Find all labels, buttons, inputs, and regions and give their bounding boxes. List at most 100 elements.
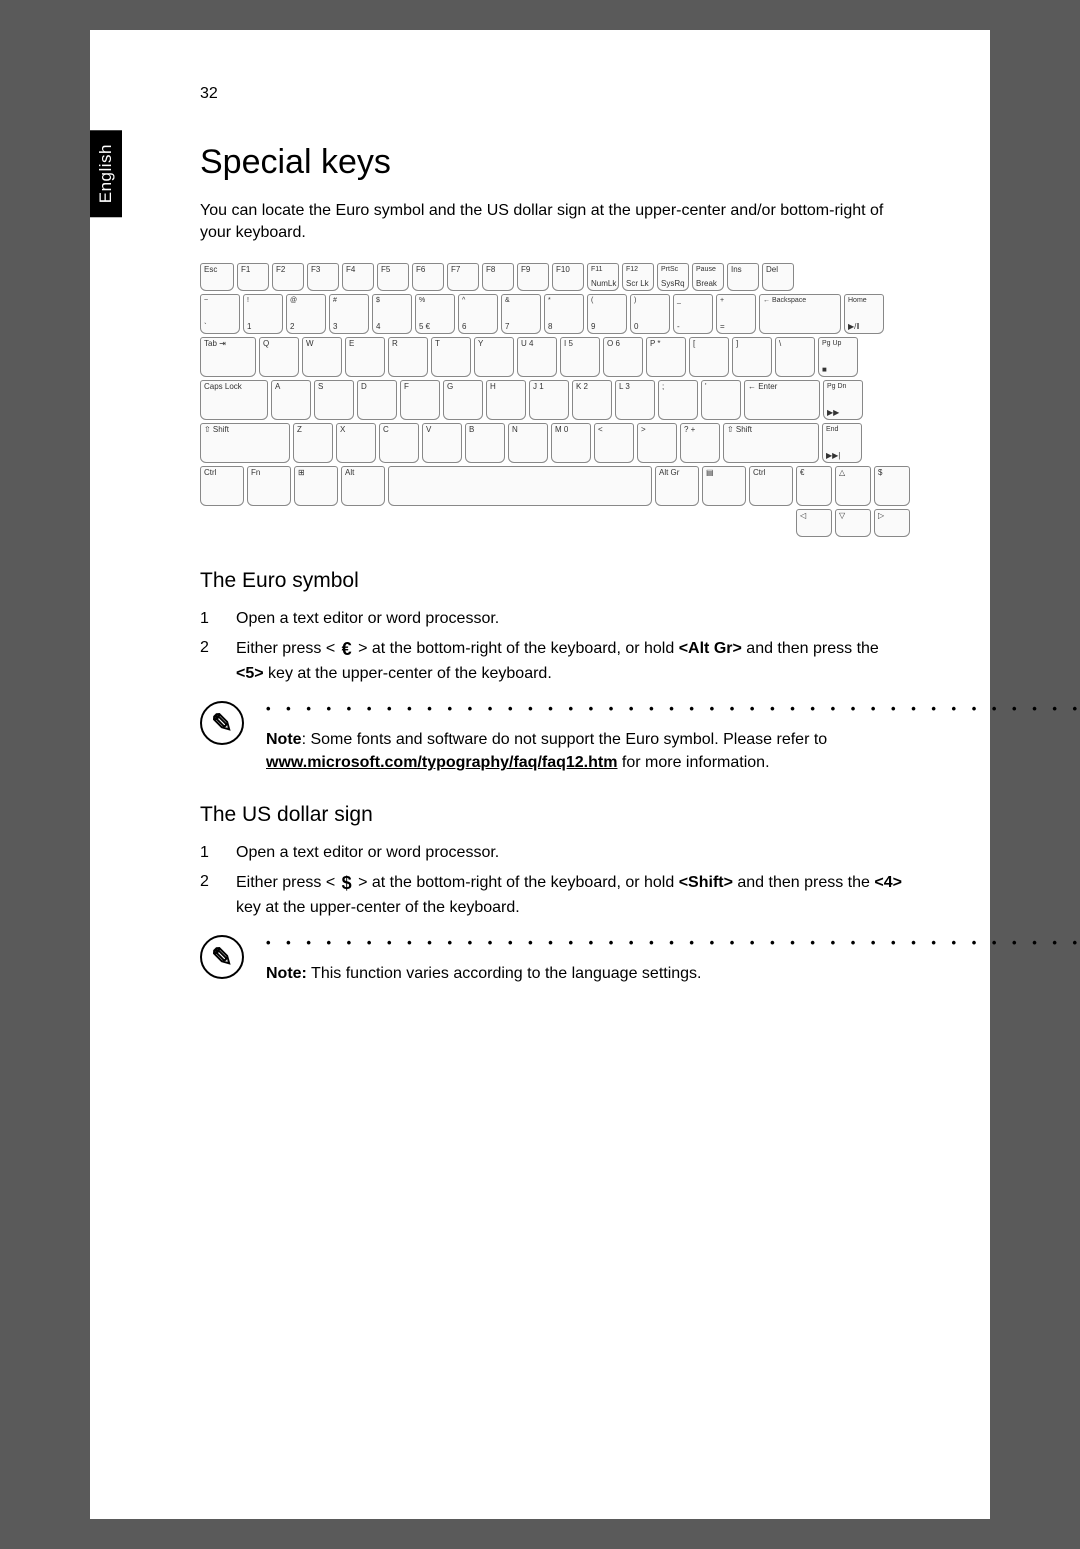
keyboard-key: ◁ [796, 509, 832, 537]
keyboard-key: (9 [587, 294, 627, 334]
keyboard-key: ; [658, 380, 698, 420]
key-ref: <4> [874, 874, 902, 891]
note-label: Note: [266, 965, 307, 982]
keyboard-key: $ [874, 466, 910, 506]
keyboard-key: L 3 [615, 380, 655, 420]
keyboard-key: J 1 [529, 380, 569, 420]
keyboard-key: U 4 [517, 337, 557, 377]
note-body: • • • • • • • • • • • • • • • • • • • • … [266, 701, 1080, 774]
keyboard-key: Esc [200, 263, 234, 291]
keyboard-key: ▤ [702, 466, 746, 506]
keyboard-key: ? + [680, 423, 720, 463]
dollar-steps: Open a text editor or word processor. Ei… [200, 841, 910, 919]
document-page: English 32 Special keys You can locate t… [90, 30, 990, 1519]
keyboard-key: K 2 [572, 380, 612, 420]
keyboard-key: Del [762, 263, 794, 291]
keyboard-key: PrtScSysRq [657, 263, 689, 291]
keyboard-key: \ [775, 337, 815, 377]
microsoft-link[interactable]: www.microsoft.com/typography/faq/faq12.h… [266, 754, 617, 771]
text: Either press < [236, 874, 340, 891]
keyboard-key: !1 [243, 294, 283, 334]
keyboard-key: Alt [341, 466, 385, 506]
keyboard-key: ▷ [874, 509, 910, 537]
keyboard-key: Alt Gr [655, 466, 699, 506]
page-number: 32 [200, 85, 910, 103]
keyboard-key: Pg Dn▶▶ [823, 380, 863, 420]
keyboard-key: ⇧ Shift [723, 423, 819, 463]
text: and then press the [733, 874, 874, 891]
keyboard-key: End▶▶| [822, 423, 862, 463]
keyboard-key: Pg Up■ [818, 337, 858, 377]
keyboard-key: P * [646, 337, 686, 377]
keyboard-key: F4 [342, 263, 374, 291]
keyboard-key: € [796, 466, 832, 506]
keyboard-key: *8 [544, 294, 584, 334]
keyboard-key: F1 [237, 263, 269, 291]
keyboard-key: Caps Lock [200, 380, 268, 420]
page-title: Special keys [200, 143, 910, 182]
keyboard-key: W [302, 337, 342, 377]
keyboard-key: V [422, 423, 462, 463]
keyboard-key: F8 [482, 263, 514, 291]
dots-divider: • • • • • • • • • • • • • • • • • • • • … [266, 701, 1080, 716]
euro-note: ✎ • • • • • • • • • • • • • • • • • • • … [200, 701, 910, 774]
text: key at the upper-center of the keyboard. [236, 899, 520, 916]
keyboard-key: C [379, 423, 419, 463]
keyboard-key: _- [673, 294, 713, 334]
keyboard-key: X [336, 423, 376, 463]
euro-heading: The Euro symbol [200, 569, 910, 593]
keyboard-key: += [716, 294, 756, 334]
keyboard-key: E [345, 337, 385, 377]
dollar-symbol-icon: $ [340, 870, 354, 896]
text: for more information. [617, 754, 769, 771]
keyboard-key: ⊞ [294, 466, 338, 506]
keyboard-key: F11NumLk [587, 263, 619, 291]
key-ref: <Alt Gr> [679, 640, 742, 657]
keyboard-key: Home▶/‖ [844, 294, 884, 334]
keyboard-key: M 0 [551, 423, 591, 463]
dollar-note: ✎ • • • • • • • • • • • • • • • • • • • … [200, 935, 910, 985]
key-ref: <5> [236, 665, 264, 682]
keyboard-key: ← Enter [744, 380, 820, 420]
euro-steps: Open a text editor or word processor. Ei… [200, 607, 910, 685]
keyboard-key: Tab ⇥ [200, 337, 256, 377]
text: > at the bottom-right of the keyboard, o… [354, 640, 679, 657]
keyboard-key: F3 [307, 263, 339, 291]
note-label: Note [266, 731, 302, 748]
note-text: Note: Some fonts and software do not sup… [266, 728, 1080, 774]
keyboard-key [388, 466, 652, 506]
keyboard-key: ← Backspace [759, 294, 841, 334]
keyboard-key: @2 [286, 294, 326, 334]
keyboard-key: F5 [377, 263, 409, 291]
keyboard-key: ▽ [835, 509, 871, 537]
note-icon: ✎ [200, 935, 244, 979]
keyboard-key: ⇧ Shift [200, 423, 290, 463]
keyboard-key: Y [474, 337, 514, 377]
keyboard-key: < [594, 423, 634, 463]
keyboard-key: O 6 [603, 337, 643, 377]
keyboard-key: ' [701, 380, 741, 420]
keyboard-key: F [400, 380, 440, 420]
dollar-heading: The US dollar sign [200, 803, 910, 827]
keyboard-key: B [465, 423, 505, 463]
keyboard-key: △ [835, 466, 871, 506]
text: Either press < [236, 640, 340, 657]
keyboard-key: R [388, 337, 428, 377]
dollar-step-2: Either press < $ > at the bottom-right o… [200, 870, 910, 919]
keyboard-key: F10 [552, 263, 584, 291]
keyboard-key: Ctrl [200, 466, 244, 506]
euro-symbol-icon: € [340, 636, 354, 662]
keyboard-key: Q [259, 337, 299, 377]
keyboard-key: H [486, 380, 526, 420]
keyboard-key: D [357, 380, 397, 420]
key-ref: <Shift> [679, 874, 733, 891]
keyboard-key: ^6 [458, 294, 498, 334]
keyboard-key: PauseBreak [692, 263, 724, 291]
keyboard-key: I 5 [560, 337, 600, 377]
keyboard-key: F2 [272, 263, 304, 291]
note-body: • • • • • • • • • • • • • • • • • • • • … [266, 935, 1080, 985]
keyboard-key: N [508, 423, 548, 463]
euro-step-2: Either press < € > at the bottom-right o… [200, 636, 910, 685]
keyboard-key: > [637, 423, 677, 463]
intro-text: You can locate the Euro symbol and the U… [200, 200, 910, 245]
